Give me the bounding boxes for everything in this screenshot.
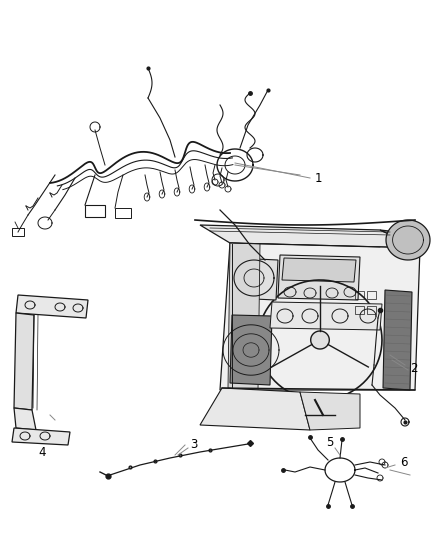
Polygon shape	[220, 243, 420, 390]
Polygon shape	[282, 258, 356, 282]
Bar	[367, 291, 376, 299]
Text: 3: 3	[190, 439, 198, 451]
Polygon shape	[12, 428, 70, 445]
Text: 5: 5	[326, 437, 334, 449]
Polygon shape	[14, 313, 34, 410]
Polygon shape	[16, 295, 88, 318]
Polygon shape	[311, 331, 329, 349]
Text: 2: 2	[410, 361, 417, 375]
Bar	[12, 228, 24, 236]
Polygon shape	[230, 315, 272, 385]
Bar	[115, 208, 131, 218]
Polygon shape	[200, 225, 420, 248]
Polygon shape	[380, 230, 425, 250]
Text: 6: 6	[400, 456, 407, 470]
Bar	[367, 306, 376, 314]
Polygon shape	[300, 392, 360, 430]
Polygon shape	[228, 243, 260, 390]
Bar	[355, 306, 364, 314]
Bar	[355, 291, 364, 299]
Polygon shape	[383, 290, 412, 390]
Polygon shape	[278, 255, 360, 300]
Bar	[85, 205, 105, 217]
Text: 1: 1	[315, 172, 322, 184]
Polygon shape	[270, 302, 382, 330]
Polygon shape	[14, 408, 36, 430]
Polygon shape	[386, 220, 430, 260]
Polygon shape	[200, 388, 310, 430]
Polygon shape	[232, 258, 278, 300]
Text: 4: 4	[38, 446, 46, 458]
